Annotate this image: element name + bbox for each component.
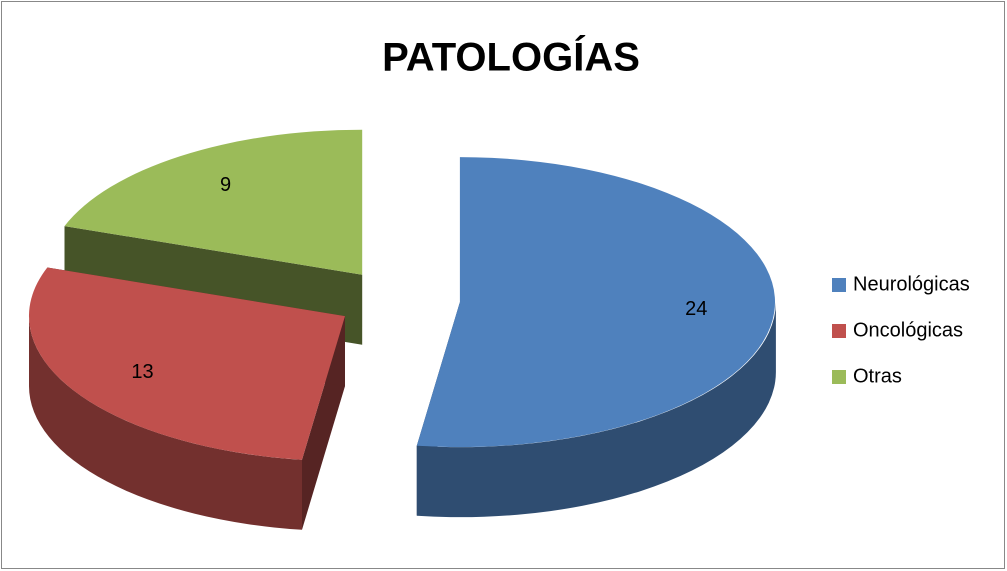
legend-label: Neurológicas: [853, 273, 970, 295]
legend-swatch: [832, 278, 846, 292]
data-label: 24: [685, 298, 707, 320]
slice-rim: [416, 302, 776, 518]
legend-swatch: [832, 324, 846, 338]
slice-rim: [28, 316, 303, 530]
legend-label: Oncológicas: [853, 319, 963, 341]
data-label: 13: [131, 361, 153, 383]
legend-label: Otras: [853, 365, 902, 387]
data-label: 9: [220, 174, 231, 196]
pie-slice: [28, 267, 346, 530]
slice-top: [28, 267, 346, 460]
legend-swatch: [832, 370, 846, 384]
chart-title: PATOLOGÍAS: [382, 35, 640, 80]
slice-top: [64, 129, 363, 275]
pie-slice: [416, 157, 776, 518]
slice-top: [416, 157, 776, 448]
